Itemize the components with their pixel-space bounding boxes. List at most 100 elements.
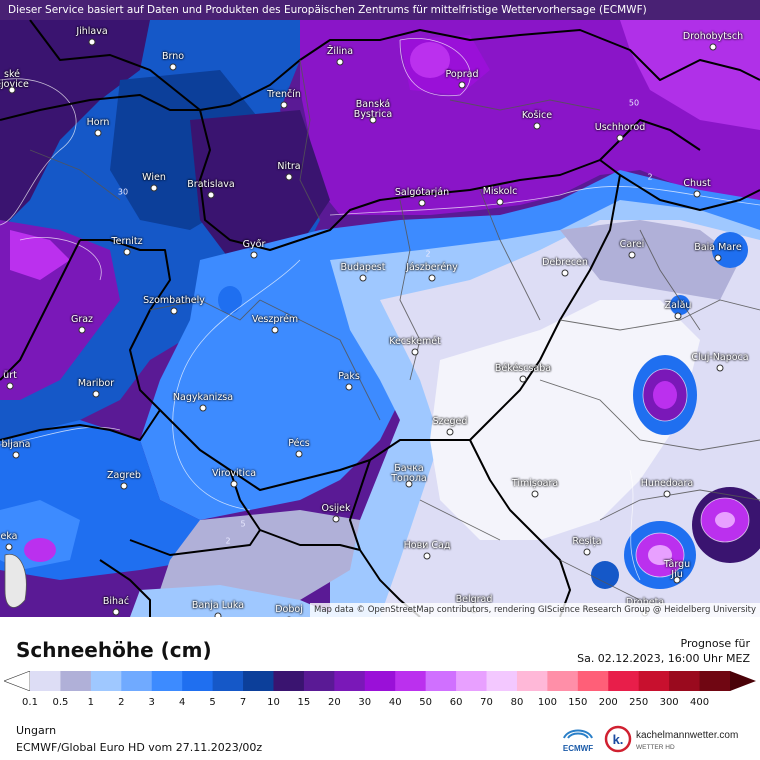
city-marker xyxy=(428,274,436,282)
city-label: Chust xyxy=(683,178,711,189)
scale-tick-label: 0.1 xyxy=(22,697,38,708)
city-marker xyxy=(533,122,541,130)
city-label: Debrecen xyxy=(542,257,588,268)
scale-swatch xyxy=(638,671,670,691)
map-canvas xyxy=(0,0,760,617)
contour-label: 5 xyxy=(240,519,246,529)
city-label: Brno xyxy=(161,51,185,62)
city-marker xyxy=(6,382,14,390)
svg-text:k.: k. xyxy=(613,732,624,747)
city-marker xyxy=(405,480,413,488)
scale-swatch xyxy=(303,671,335,691)
city-label: Нови Сад xyxy=(403,540,451,551)
city-marker xyxy=(616,134,624,142)
city-label: Salgótarján xyxy=(394,187,450,198)
city-label: Drobeta xyxy=(626,598,664,608)
scale-tick-label: 20 xyxy=(327,697,341,708)
city-marker xyxy=(663,490,671,498)
scale-tick-label: 70 xyxy=(480,697,493,708)
scale-tick-label: 150 xyxy=(568,697,588,708)
scale-tick-label: 200 xyxy=(598,697,618,708)
city-marker xyxy=(345,383,353,391)
scale-swatch xyxy=(182,671,214,691)
map-attribution: Map data © OpenStreetMap contributors, r… xyxy=(310,603,760,617)
scale-tick-label: 7 xyxy=(239,697,247,708)
city-label: Hunedoara xyxy=(640,478,694,489)
scale-swatch xyxy=(60,671,92,691)
city-label: Belgrad xyxy=(455,594,493,605)
city-marker xyxy=(673,576,681,584)
scale-swatch xyxy=(516,671,548,691)
city-label: Jászberény xyxy=(406,262,458,273)
city-marker xyxy=(12,451,20,459)
city-marker xyxy=(418,199,426,207)
city-label: Jihlava xyxy=(76,26,108,37)
city-marker xyxy=(285,616,293,617)
city-label: Wien xyxy=(142,172,166,183)
contour-label: 2 xyxy=(647,172,653,182)
scale-swatch xyxy=(30,671,61,691)
scale-swatch xyxy=(243,671,274,691)
city-label: Žilina xyxy=(326,46,354,57)
city-marker xyxy=(295,450,303,458)
city-marker xyxy=(336,58,344,66)
scale-swatch xyxy=(90,671,122,691)
city-marker xyxy=(411,348,419,356)
region-label: Ungarn xyxy=(16,724,57,737)
scale-swatch xyxy=(699,671,731,691)
city-marker xyxy=(628,251,636,259)
scale-swatch xyxy=(151,671,183,691)
scale-tick-label: 50 xyxy=(419,697,433,708)
city-marker xyxy=(170,307,178,315)
scale-tick-label: 40 xyxy=(388,697,402,708)
city-label: Kecskemét xyxy=(389,336,441,347)
scale-tick-label: 0.5 xyxy=(52,697,69,708)
city-label: Бачка Топола xyxy=(391,463,427,484)
city-label: Bihać xyxy=(102,596,130,607)
city-marker xyxy=(496,198,504,206)
city-marker xyxy=(230,480,238,488)
city-label: Nagykanizsa xyxy=(172,392,234,403)
city-label: Doboj xyxy=(275,604,303,615)
city-marker xyxy=(519,375,527,383)
scale-swatch xyxy=(334,671,366,691)
city-marker xyxy=(120,482,128,490)
city-label: Zalău xyxy=(664,300,692,311)
city-marker xyxy=(423,552,431,560)
city-label: Poprad xyxy=(445,69,479,80)
scale-tick-label: 300 xyxy=(659,697,679,708)
kachelmannwetter-logo: k. kachelmannwetter.com WETTER HD xyxy=(604,725,738,753)
city-marker xyxy=(285,173,293,181)
city-label: Győr xyxy=(242,239,266,250)
city-label: Ternitz xyxy=(111,236,143,247)
scale-tick-label: 4 xyxy=(178,697,186,708)
city-marker xyxy=(92,390,100,398)
scale-swatch xyxy=(364,671,396,691)
scale-swatch xyxy=(577,671,609,691)
contour-label: 50 xyxy=(628,98,640,108)
city-marker xyxy=(583,548,591,556)
ecmwf-logo-text: ECMWF xyxy=(563,744,593,753)
city-marker xyxy=(207,191,215,199)
scale-tick-label: 2 xyxy=(118,697,125,708)
city-label: Bratislava xyxy=(187,179,235,190)
scale-tick-label: 100 xyxy=(537,697,557,708)
city-label: ürt xyxy=(3,370,17,381)
city-marker xyxy=(123,248,131,256)
scale-swatch xyxy=(608,671,640,691)
ecmwf-notice-banner: Dieser Service basiert auf Daten und Pro… xyxy=(0,0,760,20)
city-label: Békéscsaba xyxy=(494,363,552,374)
city-label: Szombathely xyxy=(143,295,205,306)
scale-tick-label: 60 xyxy=(449,697,463,708)
kachelmann-name: kachelmannwetter.com xyxy=(636,730,738,741)
city-label: Zagreb xyxy=(107,470,141,481)
city-marker xyxy=(561,269,569,277)
city-label: Carei xyxy=(619,239,645,250)
city-marker xyxy=(693,190,701,198)
city-marker xyxy=(716,364,724,372)
scale-swatch xyxy=(273,671,305,691)
city-label: Cluj-Napoca xyxy=(691,352,749,363)
city-marker xyxy=(674,312,682,320)
city-label: Reșița xyxy=(572,536,602,547)
city-label: bljana xyxy=(1,439,31,450)
